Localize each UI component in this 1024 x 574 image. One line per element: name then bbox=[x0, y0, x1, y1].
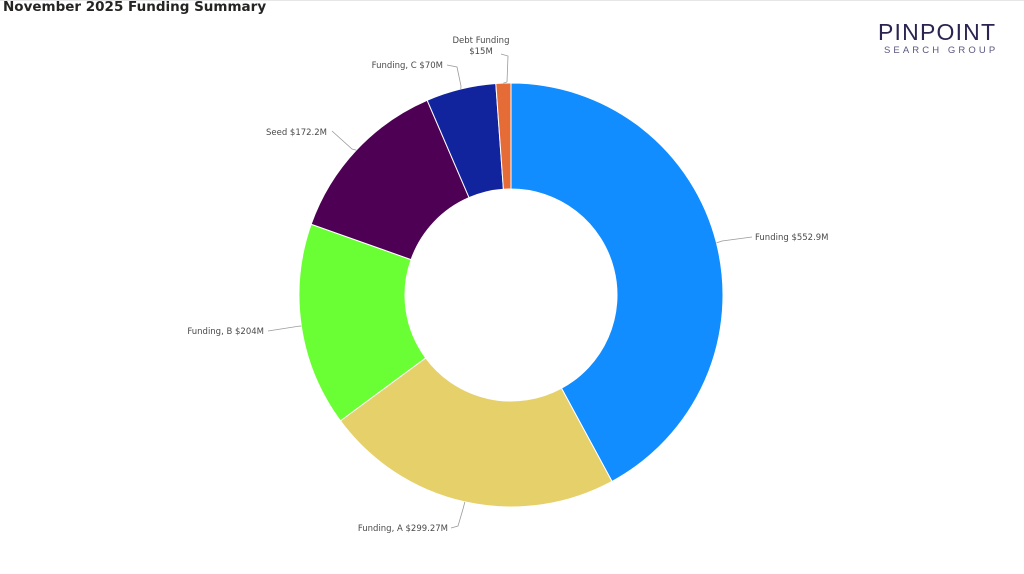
leader-debt-funding bbox=[500, 53, 509, 84]
pinpoint-logo: PINPOINT SEARCH GROUP bbox=[878, 20, 1018, 56]
report-title: November 2025 Funding Summary bbox=[3, 0, 267, 15]
label-debt-funding-line2: $15M bbox=[469, 47, 493, 57]
leader-funding bbox=[716, 236, 753, 244]
label-funding-b: Funding, B $204M bbox=[187, 327, 264, 337]
slice-debt-funding[interactable] bbox=[495, 82, 512, 190]
top-border bbox=[0, 0, 1024, 1]
leader-funding-c bbox=[446, 64, 462, 90]
logo-name: PINPOINT bbox=[878, 19, 997, 45]
slice-labels: Funding $552.9M Funding, A $299.27M Fundin… bbox=[187, 36, 828, 534]
label-funding-a: Funding, A $299.27M bbox=[358, 524, 448, 534]
label-debt-funding-line1: Debt Funding bbox=[453, 36, 510, 46]
label-funding: Funding $552.9M bbox=[755, 233, 829, 243]
slice-funding[interactable] bbox=[510, 82, 724, 483]
slice-funding-a[interactable] bbox=[339, 357, 613, 508]
logo-subtitle: SEARCH GROUP bbox=[884, 45, 999, 56]
leader-funding-b bbox=[267, 325, 302, 332]
leader-funding-a bbox=[450, 501, 466, 529]
donut-slices bbox=[298, 82, 724, 508]
label-funding-c: Funding, C $70M bbox=[372, 61, 443, 71]
label-seed: Seed $172.2M bbox=[266, 128, 327, 138]
slice-funding-b[interactable] bbox=[298, 223, 427, 422]
label-leader-lines bbox=[267, 53, 753, 529]
leader-seed bbox=[331, 130, 357, 151]
